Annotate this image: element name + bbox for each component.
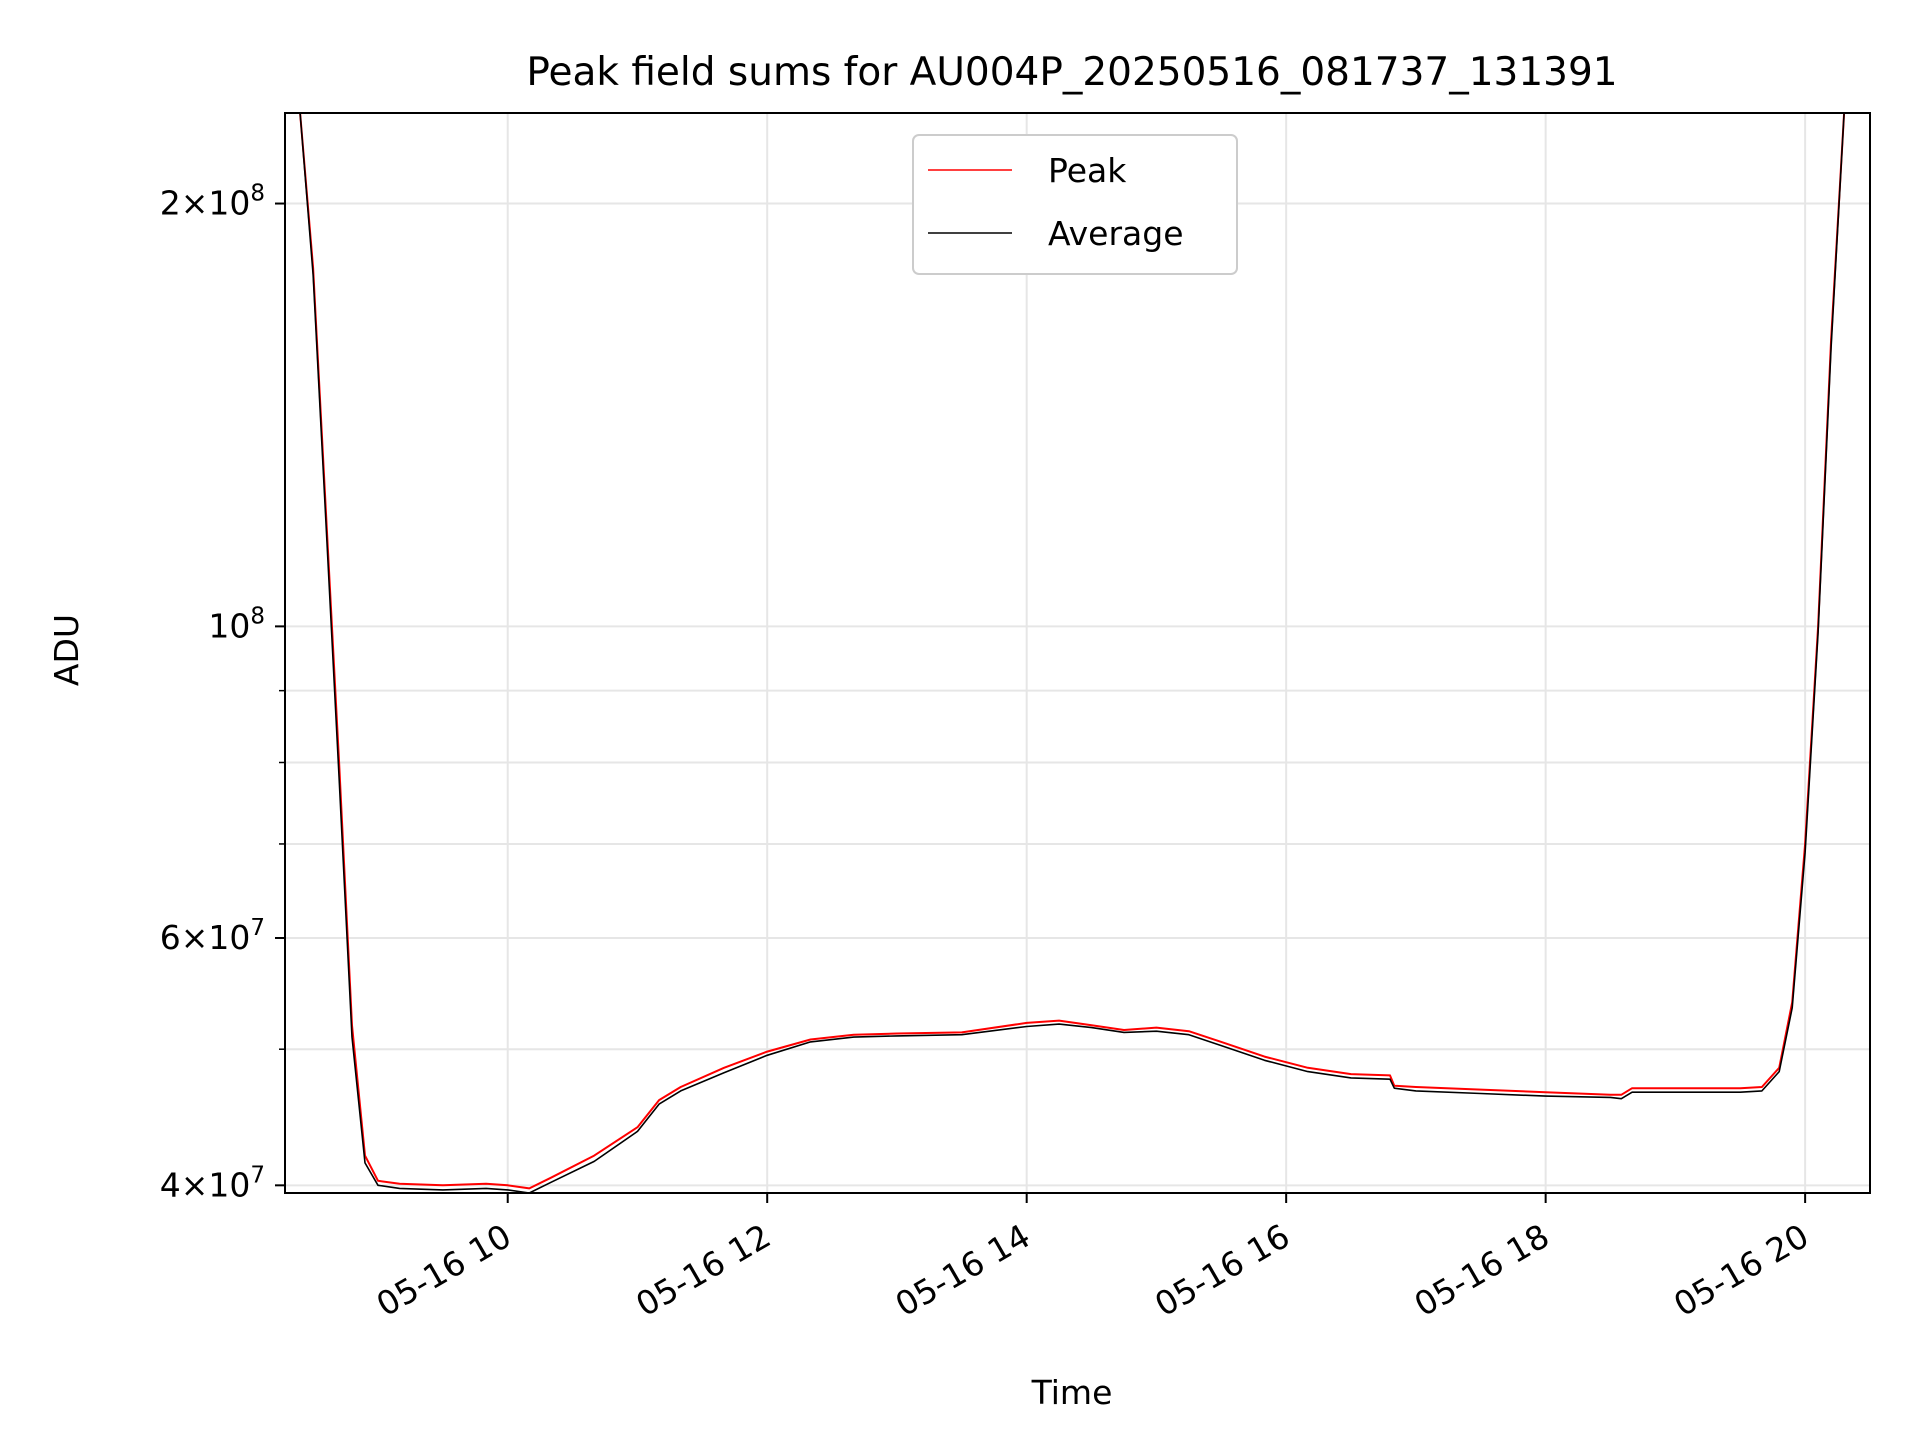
- y-tick-label-exponent: 8: [250, 603, 265, 629]
- chart-title: Peak field sums for AU004P_20250516_0817…: [526, 50, 1617, 95]
- y-tick-label: 6×107: [160, 915, 265, 957]
- series-line-average: [299, 113, 1845, 1193]
- grid-lines: [285, 113, 1870, 1193]
- y-tick-label: 4×107: [160, 1162, 265, 1204]
- legend-label-peak: Peak: [1048, 151, 1127, 190]
- plot-frame: [284, 112, 1871, 1194]
- y-tick-label-exponent: 8: [250, 181, 265, 207]
- series-line-peak: [299, 113, 1846, 1190]
- legend: Peak Average: [912, 134, 1238, 275]
- y-tick-label-base: 6×10: [160, 918, 251, 957]
- legend-label-average: Average: [1048, 214, 1184, 253]
- y-axis-label: ADU: [47, 614, 86, 686]
- x-axis-label: Time: [1031, 1373, 1113, 1412]
- y-tick-label-exponent: 7: [250, 915, 265, 941]
- y-tick-label-base: 4×10: [160, 1165, 251, 1204]
- y-tick-label-exponent: 7: [250, 1162, 265, 1188]
- y-tick-label-base: 2×10: [160, 184, 251, 223]
- y-tick-label: 2×108: [160, 181, 265, 223]
- y-tick-label: 108: [208, 603, 265, 645]
- y-tick-label-base: 10: [208, 606, 250, 645]
- series-lines: [299, 113, 1846, 1193]
